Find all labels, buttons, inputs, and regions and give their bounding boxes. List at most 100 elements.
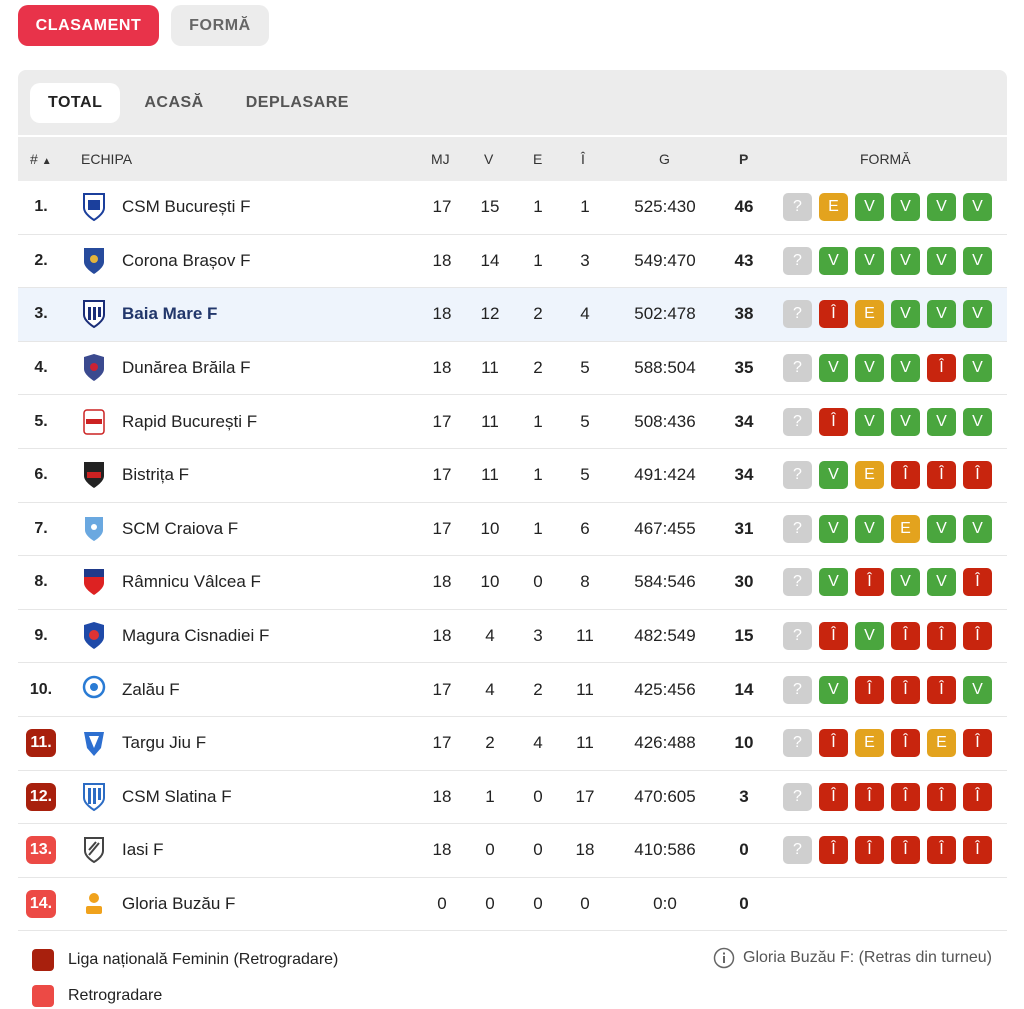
form-badge[interactable]: V [819, 246, 848, 275]
form-badge[interactable]: V [819, 354, 848, 383]
form-badge[interactable]: V [891, 300, 920, 329]
form-badge[interactable]: V [819, 461, 848, 490]
form-badge-upcoming[interactable]: ? [783, 782, 812, 811]
form-badge[interactable]: Î [927, 782, 956, 811]
col-e[interactable]: E [533, 151, 543, 167]
form-badge[interactable]: Î [819, 407, 848, 436]
table-row[interactable]: 2. Corona Brașov F 18 14 1 3 549:470 43? V V V V V [18, 235, 1007, 289]
form-badge-upcoming[interactable]: ? [783, 514, 812, 543]
form-badge-upcoming[interactable]: ? [783, 675, 812, 704]
form-badge[interactable]: V [891, 193, 920, 222]
form-badge[interactable]: E [819, 193, 848, 222]
team-name-link[interactable]: Iasi F [122, 840, 164, 860]
table-row[interactable]: 14. Gloria Buzău F 0 0 0 0 0:0 0 [18, 878, 1007, 932]
form-badge-upcoming[interactable]: ? [783, 407, 812, 436]
form-badge[interactable]: Î [927, 354, 956, 383]
subtab-acasa[interactable]: ACASĂ [144, 93, 204, 111]
form-badge[interactable]: V [927, 568, 956, 597]
form-badge[interactable]: V [963, 354, 992, 383]
form-badge-upcoming[interactable]: ? [783, 300, 812, 329]
col-i[interactable]: Î [581, 151, 585, 167]
form-badge[interactable]: Î [891, 782, 920, 811]
form-badge[interactable]: V [927, 407, 956, 436]
col-p[interactable]: P [739, 151, 749, 167]
team-name-link[interactable]: Baia Mare F [122, 304, 218, 324]
form-badge[interactable]: V [855, 622, 884, 651]
form-badge[interactable]: Î [819, 729, 848, 758]
team-name-link[interactable]: CSM Slatina F [122, 786, 232, 806]
form-badge-upcoming[interactable]: ? [783, 729, 812, 758]
form-badge[interactable]: V [927, 193, 956, 222]
form-badge[interactable]: Î [963, 836, 992, 865]
form-badge[interactable]: E [855, 461, 884, 490]
team-name-link[interactable]: Dunărea Brăila F [122, 358, 251, 378]
form-badge[interactable]: Î [927, 836, 956, 865]
team-name-link[interactable]: Corona Brașov F [122, 250, 251, 270]
col-v[interactable]: V [484, 151, 494, 167]
team-name-link[interactable]: SCM Craiova F [122, 518, 239, 538]
form-badge[interactable]: Î [891, 675, 920, 704]
form-badge[interactable]: E [855, 300, 884, 329]
form-badge[interactable]: V [891, 246, 920, 275]
tab-clasament[interactable]: CLASAMENT [18, 5, 159, 46]
form-badge[interactable]: Î [963, 568, 992, 597]
team-name-link[interactable]: Magura Cisnadiei F [122, 626, 270, 646]
table-row[interactable]: 4. Dunărea Brăila F 18 11 2 5 588:504 35? V V V Î V [18, 342, 1007, 396]
team-name-link[interactable]: Targu Jiu F [122, 733, 207, 753]
form-badge[interactable]: Î [891, 622, 920, 651]
form-badge[interactable]: V [855, 514, 884, 543]
subtab-deplasare[interactable]: DEPLASARE [245, 93, 349, 111]
table-row[interactable]: 6. Bistrița F 17 11 1 5 491:424 34? V E Î Î Î [18, 449, 1007, 503]
form-badge[interactable]: V [855, 407, 884, 436]
form-badge[interactable]: Î [891, 461, 920, 490]
form-badge[interactable]: Î [927, 622, 956, 651]
form-badge[interactable]: V [855, 354, 884, 383]
tab-forma[interactable]: FORMĂ [171, 5, 269, 46]
form-badge[interactable]: Î [855, 675, 884, 704]
col-team[interactable]: ECHIPA [81, 151, 133, 167]
form-badge-upcoming[interactable]: ? [783, 622, 812, 651]
form-badge[interactable]: V [963, 514, 992, 543]
form-badge[interactable]: Î [927, 461, 956, 490]
form-badge[interactable]: Î [819, 300, 848, 329]
form-badge-upcoming[interactable]: ? [783, 461, 812, 490]
form-badge[interactable]: Î [927, 675, 956, 704]
table-row[interactable]: 10. Zalău F 17 4 2 11 425:456 14? V Î Î Î V [18, 663, 1007, 717]
col-mj[interactable]: MJ [431, 151, 450, 167]
table-row[interactable]: 1. CSM București F 17 15 1 1 525:430 46? E V V V V [18, 181, 1007, 235]
team-name-link[interactable]: Bistrița F [122, 465, 190, 485]
table-row[interactable]: 9. Magura Cisnadiei F 18 4 3 11 482:549 15? Î V Î Î… [18, 610, 1007, 664]
team-name-link[interactable]: CSM București F [122, 197, 251, 217]
form-badge-upcoming[interactable]: ? [783, 568, 812, 597]
form-badge[interactable]: Î [819, 836, 848, 865]
table-row[interactable]: 3. Baia Mare F 18 12 2 4 502:478 38? Î E V V V [18, 288, 1007, 342]
form-badge[interactable]: V [855, 246, 884, 275]
table-row[interactable]: 5. Rapid București F 17 11 1 5 508:436 34? Î V V V V [18, 395, 1007, 449]
form-badge-upcoming[interactable]: ? [783, 193, 812, 222]
form-badge[interactable]: Î [963, 461, 992, 490]
form-badge[interactable]: E [891, 514, 920, 543]
team-name-link[interactable]: Râmnicu Vâlcea F [122, 572, 261, 592]
form-badge[interactable]: V [855, 193, 884, 222]
form-badge[interactable]: V [819, 675, 848, 704]
form-badge[interactable]: V [891, 354, 920, 383]
form-badge[interactable]: Î [963, 729, 992, 758]
form-badge[interactable]: V [927, 300, 956, 329]
subtab-total[interactable]: TOTAL [30, 82, 121, 123]
team-name-link[interactable]: Gloria Buzău F [122, 894, 236, 914]
table-row[interactable]: 8. Râmnicu Vâlcea F 18 10 0 8 584:546 30? V Î V V Î [18, 556, 1007, 610]
form-badge[interactable]: V [819, 514, 848, 543]
form-badge[interactable]: Î [891, 836, 920, 865]
form-badge[interactable]: V [963, 246, 992, 275]
form-badge[interactable]: Î [891, 729, 920, 758]
form-badge-upcoming[interactable]: ? [783, 836, 812, 865]
col-g[interactable]: G [659, 151, 670, 167]
form-badge[interactable]: Î [855, 836, 884, 865]
team-name-link[interactable]: Zalău F [122, 679, 180, 699]
form-badge[interactable]: V [891, 568, 920, 597]
team-name-link[interactable]: Rapid București F [122, 411, 258, 431]
form-badge[interactable]: V [891, 407, 920, 436]
form-badge[interactable]: E [927, 729, 956, 758]
form-badge[interactable]: V [963, 193, 992, 222]
form-badge-upcoming[interactable]: ? [783, 354, 812, 383]
